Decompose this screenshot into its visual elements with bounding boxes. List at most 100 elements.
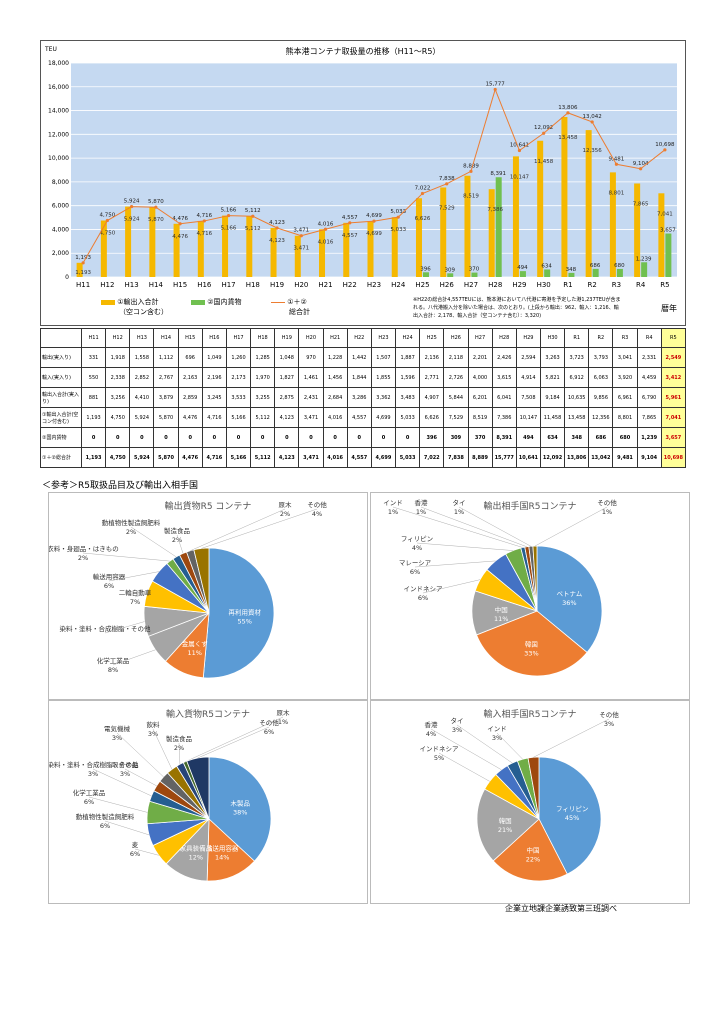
table-cell: 2,549 [660, 347, 687, 368]
total-point [251, 214, 255, 218]
total-point [105, 218, 109, 223]
x-tick-label: H26 [440, 281, 455, 289]
data-label-c: 5,924 [124, 199, 140, 205]
table-cell: 0 [153, 427, 179, 448]
pie-label: 原木 [279, 500, 293, 509]
data-label-a: 4,016 [318, 239, 334, 245]
pie-label: ベトナム [556, 590, 582, 598]
table-cell: 6,201 [467, 387, 493, 408]
data-label-a: 1,193 [75, 270, 91, 276]
table-header-cell: H12 [105, 328, 131, 348]
data-label-b: 680 [614, 263, 625, 269]
y-tick-label: 2,000 [52, 250, 69, 257]
table-cell: 3,920 [612, 367, 638, 388]
table-cell: 3,471 [298, 407, 324, 428]
table-cell: 6,063 [588, 367, 614, 388]
pie-pct-label: 4% [312, 510, 322, 518]
pie-leader [112, 649, 156, 666]
pie-pct-label: 6% [104, 582, 114, 590]
table-cell: 1,970 [250, 367, 276, 388]
table-cell: 5,166 [225, 447, 252, 468]
data-label-c: 5,112 [245, 208, 261, 214]
table-cell: 0 [105, 427, 131, 448]
table-cell: 2,875 [274, 387, 300, 408]
table-cell: 13,458 [564, 407, 590, 428]
table-cell: 5,033 [395, 407, 421, 428]
x-tick-label: H22 [343, 281, 357, 289]
pie-leader [176, 534, 184, 554]
total-point [154, 205, 158, 209]
table-cell: 7,041 [660, 407, 687, 428]
table-cell: 3,879 [153, 387, 179, 408]
pie-pct-label: 3% [492, 734, 502, 742]
pie-leader [116, 732, 164, 778]
pie-pct-label: 5% [434, 754, 444, 762]
table-cell: 1,112 [153, 347, 179, 368]
bar-domestic [447, 273, 454, 277]
x-tick-label: H21 [318, 281, 332, 289]
table-cell: 1,456 [322, 367, 348, 388]
table-cell: 1,827 [274, 367, 300, 388]
pie-pct-label: 4% [412, 544, 422, 552]
pie-pct-label: 7% [130, 598, 140, 606]
table-header-cell: H17 [225, 328, 252, 348]
table-header-cell: R2 [588, 328, 614, 348]
table-cell: 2,201 [467, 347, 493, 368]
table-cell: 9,481 [612, 447, 638, 468]
x-tick-label: H12 [100, 281, 114, 289]
data-label-a: 12,356 [583, 148, 603, 154]
table-cell: 348 [564, 427, 590, 448]
bar-export-import [246, 216, 253, 277]
pie-leader [104, 820, 150, 836]
table-cell: 5,924 [129, 447, 155, 468]
pie-label: 家具装備品 [180, 843, 213, 852]
data-label-b: 370 [469, 267, 480, 273]
table-cell: 4,123 [274, 407, 300, 428]
x-tick-label: H25 [415, 281, 429, 289]
bar-export-import [343, 222, 350, 277]
table-row-label: 輸出(実入り) [40, 347, 82, 368]
data-label-a: 5,112 [245, 226, 261, 232]
legend-label-c: ①＋② [287, 298, 307, 306]
table-row-label: ①＋②総合計 [40, 447, 82, 468]
table-cell: 3,245 [201, 387, 227, 408]
legend-label-c-sub: 総合計 [289, 308, 310, 316]
table-row: ①輸出入合計(空コン付含む) 1,193 4,750 5,924 5,870 4,476 4… [40, 407, 687, 428]
total-point [469, 169, 473, 173]
x-tick-label: H16 [197, 281, 212, 289]
table-header-cell: H28 [491, 328, 517, 348]
table-header-cell: H15 [177, 328, 203, 348]
chart-title: 熊本港コンテナ取扱量の推移（H11～R5） [286, 46, 441, 56]
total-point [348, 221, 352, 225]
total-point [396, 215, 400, 219]
x-tick-label: H24 [391, 281, 406, 289]
table-cell: 4,907 [419, 387, 445, 408]
table-header-cell: R1 [564, 328, 590, 348]
table-row-label: 輸入(実入り) [40, 367, 82, 388]
data-label-c: 8,889 [463, 163, 479, 169]
data-label-a: 8,519 [463, 194, 479, 200]
bar-export-import [149, 207, 156, 277]
table-cell: 4,716 [201, 447, 227, 468]
pie-pct-label: 11% [494, 615, 508, 623]
table-row: 輸入(実入り) 550 2,338 2,852 2,767 2,163 2,196 2,173… [40, 367, 687, 388]
total-point [81, 261, 85, 265]
table-cell: 1,596 [395, 367, 421, 388]
table-header-cell: H18 [250, 328, 276, 348]
data-label-c: 4,699 [366, 213, 382, 219]
data-label-a: 5,033 [390, 227, 406, 233]
table-cell: 2,431 [298, 387, 324, 408]
data-label-c: 3,471 [293, 228, 309, 234]
table-body: 輸出(実入り) 331 1,918 1,558 1,112 696 1,049 1,260 1,… [40, 347, 687, 468]
total-point [299, 234, 303, 238]
pie-pct-label: 2% [172, 536, 182, 544]
pie-slice [193, 547, 210, 614]
pie-pct-label: 22% [526, 856, 540, 864]
data-label-a: 3,471 [293, 246, 309, 252]
total-point [639, 167, 643, 171]
bar-export-import [76, 262, 83, 277]
era-label: 暦年 [661, 304, 677, 313]
pie-slice [536, 545, 603, 653]
total-point [542, 131, 546, 135]
